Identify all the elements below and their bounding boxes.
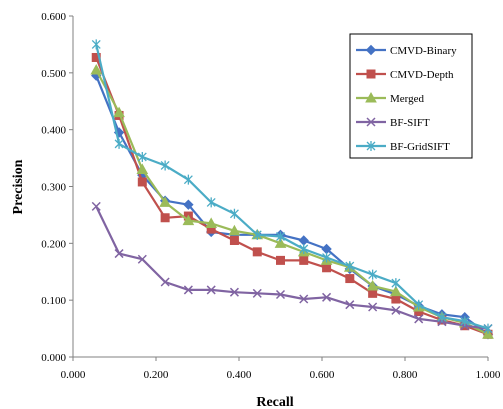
point-marker [366,69,376,79]
point-marker [345,261,355,272]
point-marker [366,117,376,127]
point-marker [182,214,195,226]
point-marker [160,213,170,223]
point-marker [345,300,355,310]
series-layer [90,39,494,340]
point-marker [298,235,309,246]
y-tick-label: 0.200 [41,238,66,250]
x-tick-label: 0.000 [61,369,86,381]
legend-item: CMVD-Binary [356,44,457,57]
point-marker [206,197,216,208]
point-marker [137,254,147,264]
point-marker [183,174,193,185]
point-marker [228,224,241,236]
x-tick-label: 0.400 [227,369,252,381]
y-tick-label: 0.600 [41,11,66,23]
series-bf-sift [91,201,493,334]
point-marker [91,201,101,211]
point-marker [365,91,377,103]
point-marker [183,199,194,210]
point-marker [91,39,101,50]
legend-item: BF-SIFT [356,117,430,129]
point-marker [137,177,147,187]
x-tick-label: 0.600 [310,369,335,381]
point-marker [368,302,378,312]
point-marker [366,141,376,151]
point-marker [136,163,149,174]
point-marker [252,229,262,240]
point-marker [414,314,424,324]
legend-label: CMVD-Depth [390,69,454,81]
point-marker [90,63,103,75]
point-marker [368,288,378,298]
point-marker [252,288,262,298]
y-tick-label: 0.100 [41,295,66,307]
legend-label: CMVD-Binary [390,45,457,57]
y-tick-label: 0.500 [41,68,66,80]
point-marker [276,231,285,242]
point-marker [299,244,309,255]
point-marker [391,305,401,315]
point-marker [483,323,493,334]
point-marker [114,249,124,259]
point-marker [229,208,239,219]
point-marker [482,328,494,339]
point-marker [252,247,262,257]
point-marker [391,278,401,289]
point-marker [299,294,309,304]
y-tick-label: 0.300 [41,182,66,194]
point-marker [391,294,401,304]
point-marker [437,312,447,323]
x-axis-title: Recall [256,395,293,409]
plot-area: 0.000 0.100 0.200 0.300 0.400 0.500 0.600 0.000… [41,11,501,381]
y-tick-label: 0.400 [41,125,66,137]
y-axis-title: Precision [11,159,26,214]
point-marker [368,269,378,280]
point-marker [276,255,285,265]
legend-label: Merged [390,93,425,105]
legend-label: BF-SIFT [390,117,430,129]
point-marker [322,292,332,302]
point-marker [322,263,332,273]
point-marker [365,44,377,56]
point-marker [114,138,124,149]
point-marker [113,106,125,118]
point-marker [299,255,309,265]
point-marker [274,237,287,248]
x-tick-label: 0.800 [393,369,418,381]
x-tick-label: 0.200 [144,369,169,381]
legend-item: CMVD-Depth [356,69,454,81]
point-marker [275,289,286,300]
series-line [95,44,489,330]
point-marker [160,277,170,287]
legend-label: BF-GridSIFT [390,141,450,153]
point-marker [183,285,193,295]
series-bf-gridsift [91,39,493,334]
point-marker [390,285,402,297]
point-marker [414,299,424,310]
point-marker [366,279,379,291]
point-marker [137,151,147,162]
point-marker [345,274,355,284]
point-marker [229,287,239,297]
x-tick-label: 1.000 [476,369,501,381]
point-marker [206,285,216,295]
point-marker [229,235,239,245]
point-marker [322,252,332,263]
legend-item: Merged [356,91,425,105]
point-marker [460,316,470,327]
legend: CMVD-Binary CMVD-Depth Merged BF-SIFT BF-Gri… [349,33,473,159]
point-marker [205,217,218,228]
point-marker [160,160,170,171]
y-tick-label: 0.000 [41,352,66,364]
point-marker [159,196,171,207]
legend-item: BF-GridSIFT [356,141,450,153]
